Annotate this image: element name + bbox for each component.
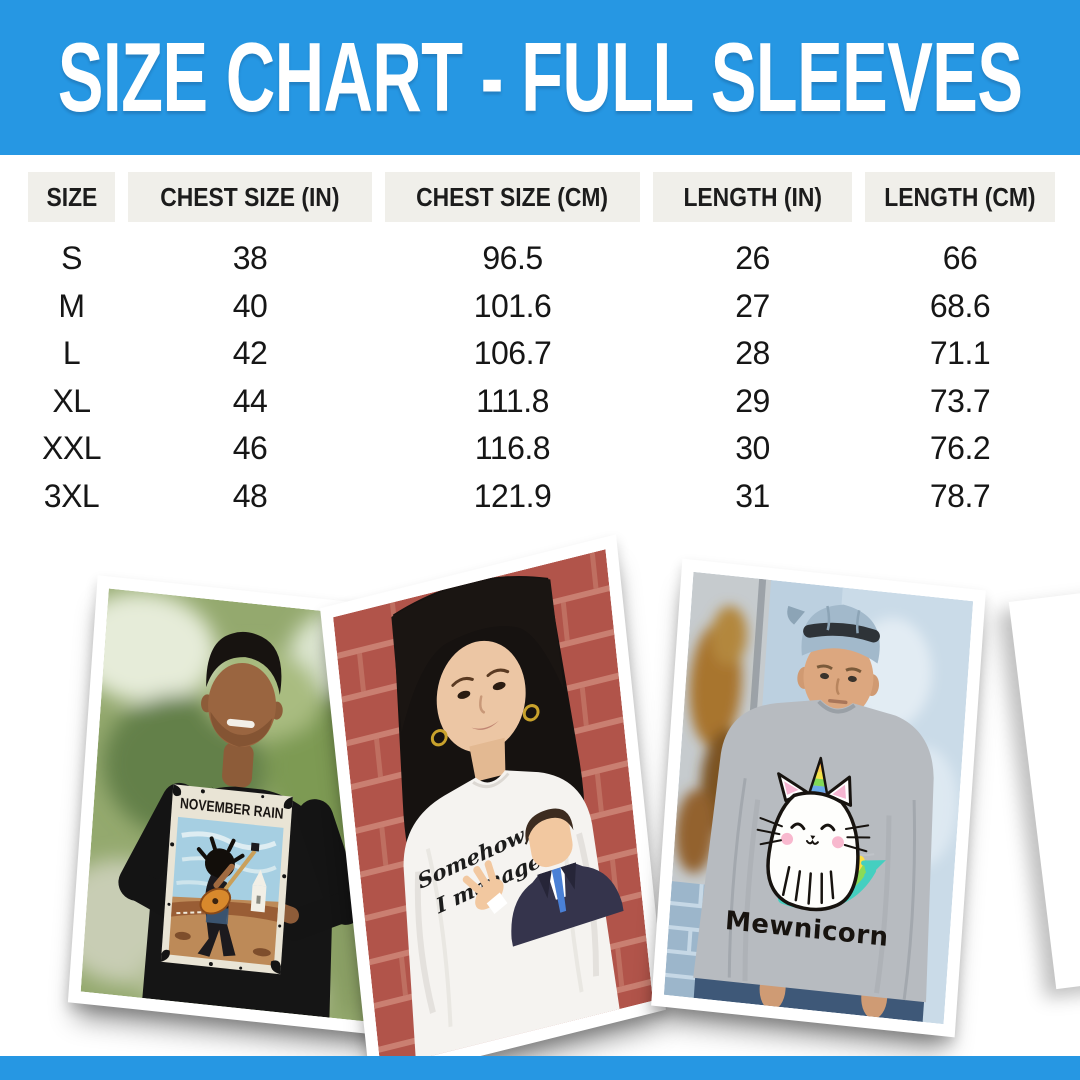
cell-length-cm: 73.7 (929, 382, 991, 419)
cell-chest-cm: 121.9 (473, 477, 552, 514)
white-tee-photo-illustration: Somehow, I manage (333, 549, 653, 1069)
hoop-earring-right (522, 704, 540, 722)
cell-size: M (58, 287, 85, 324)
table-row: L 42 106.7 28 71.1 (28, 330, 1056, 378)
cell-chest-in: 38 (232, 240, 268, 277)
cell-chest-cm: 116.8 (474, 430, 551, 467)
banner: SIZE CHART - FULL SLEEVES (0, 0, 1080, 155)
cell-size: 3XL (43, 477, 100, 514)
background-photo-corner (1008, 584, 1080, 990)
hoop-earring-left (430, 728, 448, 747)
header-cell-chest-cm: CHEST SIZE (CM) (385, 172, 640, 222)
header-cell-length-in: LENGTH (IN) (653, 172, 852, 222)
guitarist-illustration (196, 836, 260, 957)
michael-scott-illustration (462, 808, 624, 947)
table-row: M 40 101.6 27 68.6 (28, 283, 1056, 331)
cat-unicorn-illustration (756, 756, 871, 912)
cell-length-in: 26 (735, 240, 770, 277)
cell-chest-cm: 101.6 (473, 287, 552, 324)
table-row: XXL 46 116.8 30 76.2 (28, 425, 1056, 473)
header-cell-chest-in: CHEST SIZE (IN) (128, 172, 372, 222)
cell-length-in: 27 (735, 287, 770, 324)
table-body: S 38 96.5 26 66 M 40 101.6 27 68.6 L 42 … (28, 235, 1056, 520)
cell-chest-in: 40 (232, 287, 268, 324)
table-header-row: SIZE CHEST SIZE (IN) CHEST SIZE (CM) LEN… (28, 172, 1056, 222)
chapel-rocket (250, 869, 267, 913)
grey-tee-photo-illustration: Mewnicorn (663, 571, 974, 1025)
cell-size: XL (52, 382, 91, 419)
footer-accent-bar (0, 1056, 1080, 1080)
whiskers (756, 817, 871, 853)
cell-length-cm: 71.1 (929, 335, 991, 372)
header-cell-size: SIZE (28, 172, 115, 222)
size-table: SIZE CHEST SIZE (IN) CHEST SIZE (CM) LEN… (28, 172, 1056, 520)
cell-chest-cm: 106.7 (473, 335, 552, 372)
table-row: S 38 96.5 26 66 (28, 235, 1056, 283)
cell-length-cm: 78.7 (929, 477, 991, 514)
cell-length-in: 30 (735, 430, 770, 467)
header-cell-length-cm: LENGTH (CM) (865, 172, 1055, 222)
cell-chest-in: 46 (232, 430, 268, 467)
page-title: SIZE CHART - FULL SLEEVES (57, 22, 1023, 132)
cell-chest-cm: 96.5 (482, 240, 543, 277)
cell-length-in: 31 (735, 477, 770, 514)
november-rain-print: NOVEMBER RAIN (160, 784, 293, 975)
cell-chest-in: 44 (232, 382, 268, 419)
cell-chest-in: 48 (232, 477, 268, 514)
cell-length-cm: 76.2 (929, 430, 991, 467)
capped-man-figure (693, 604, 934, 1022)
cell-chest-cm: 111.8 (476, 382, 549, 419)
cell-chest-in: 42 (232, 335, 268, 372)
cell-size: L (62, 335, 81, 372)
cell-length-cm: 68.6 (929, 287, 991, 324)
model-photo-grey-tee: Mewnicorn (651, 558, 986, 1038)
cell-length-cm: 66 (942, 240, 978, 277)
cell-length-in: 29 (735, 382, 770, 419)
grunge-border (160, 784, 293, 975)
cell-size: S (61, 240, 82, 277)
paw-lines (781, 866, 835, 905)
table-row: 3XL 48 121.9 31 78.7 (28, 473, 1056, 521)
cell-length-in: 28 (735, 335, 770, 372)
cell-size: XXL (42, 430, 101, 467)
model-photo-white-tee: Somehow, I manage (320, 534, 666, 1080)
table-row: XL 44 111.8 29 73.7 (28, 378, 1056, 426)
